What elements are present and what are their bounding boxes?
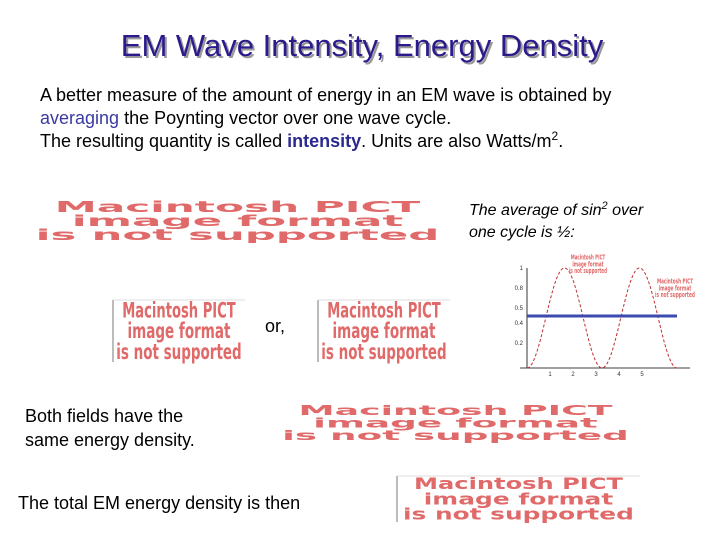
title-shadow: EM Wave Intensity, Energy Density [123, 30, 606, 65]
placeholder-text: Macintosh PICT [657, 278, 693, 286]
y-tick-label: 0.4 [515, 321, 524, 327]
placeholder-text: Macintosh PICT [327, 299, 441, 324]
placeholder-text: is not supported [116, 340, 241, 365]
text: . [558, 131, 563, 151]
highlight: averaging [40, 108, 119, 128]
text: The average of sin [469, 202, 602, 219]
text: The resulting quantity is called [40, 131, 287, 151]
superscript: 2 [601, 200, 608, 212]
placeholder-text: image format [659, 284, 692, 292]
highlight: intensity [287, 131, 361, 151]
y-tick-label: 0.5 [515, 306, 524, 312]
fields-note: Both fields have the [25, 406, 183, 426]
placeholder-text: is not supported [569, 267, 607, 275]
intro-line: averaging the Poynting vector over one w… [40, 108, 451, 128]
placeholder-text: image format [572, 260, 604, 268]
sin-squared-plot: 1 0.8 0.5 0.4 0.2 1 2 3 4 5 [515, 266, 690, 378]
text: over [608, 202, 644, 219]
intro-line: The resulting quantity is called intensi… [40, 129, 563, 151]
sin-squared-curve [526, 267, 678, 369]
placeholder-text: Macintosh PICT [299, 404, 613, 419]
text: the Poynting vector over one wave cycle. [119, 108, 451, 128]
x-tick-label: 4 [617, 372, 621, 378]
x-tick-label: 2 [571, 372, 575, 378]
placeholder-text: Macintosh PICT [414, 474, 623, 493]
placeholder-text: is not supported [36, 227, 440, 244]
x-tick-label: 1 [548, 372, 552, 378]
y-tick-label: 1 [520, 266, 524, 272]
total-note: The total EM energy density is then [18, 493, 300, 513]
placeholder-text: image format [313, 416, 599, 431]
placeholder-text: image format [72, 213, 404, 230]
side-note: The average of sin2 over [469, 200, 644, 219]
text: A better measure of the amount of energy… [40, 85, 611, 105]
placeholder-text: is not supported [403, 505, 634, 524]
y-tick-label: 0.2 [515, 341, 524, 347]
x-tick-label: 5 [640, 372, 644, 378]
intro-line: A better measure of the amount of energy… [40, 85, 611, 105]
placeholder-text: image format [128, 319, 231, 344]
placeholder-text: Macintosh PICT [122, 299, 236, 324]
text: . Units are also Watts/m [361, 131, 551, 151]
x-tick-label: 3 [594, 372, 598, 378]
placeholder-text: Macintosh PICT [571, 254, 606, 262]
fields-note: same energy density. [25, 430, 195, 450]
placeholder-text: is not supported [282, 429, 629, 444]
title: EM Wave Intensity, Energy Density [121, 28, 604, 63]
placeholder-text: Macintosh PICT [55, 199, 421, 216]
superscript: 2 [552, 129, 559, 143]
or-label: or, [265, 316, 285, 336]
placeholder-text: is not supported [321, 340, 446, 365]
placeholder-text: image format [333, 319, 436, 344]
side-note: one cycle is ½: [469, 224, 575, 241]
placeholder-text: image format [424, 489, 614, 508]
placeholder-text: is not supported [655, 291, 695, 299]
y-tick-label: 0.8 [515, 286, 524, 292]
